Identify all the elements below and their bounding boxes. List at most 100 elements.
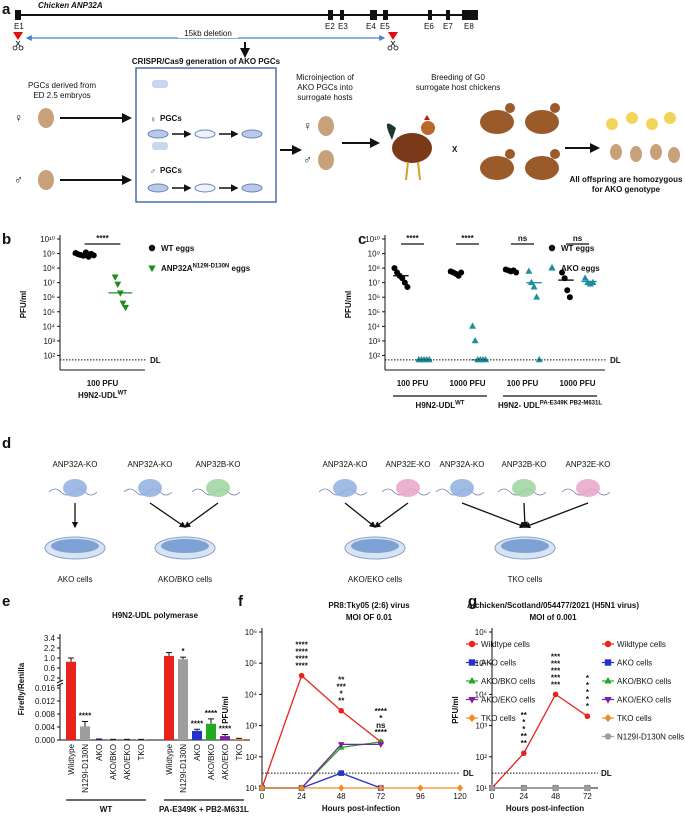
x-tick-label: TKO — [235, 744, 244, 760]
x-tick-label: AKO/BKO — [207, 744, 216, 780]
y-tick-label: 10⁶ — [43, 293, 55, 302]
data-point — [469, 322, 476, 329]
significance-label: * — [181, 647, 185, 656]
cell-label: AKO/EKO cells — [348, 575, 402, 584]
legend-label: AKO eggs — [561, 264, 600, 273]
x-tick-label: 24 — [297, 792, 306, 801]
significance-label: *** — [551, 673, 561, 682]
text-part: H9N2-UDL — [78, 391, 118, 400]
significance-label: **** — [295, 662, 308, 671]
legend-label: ANP32AN129I-D130N eggs — [161, 264, 251, 274]
x-tick-label: AKO — [193, 744, 202, 761]
chart-title: PR8:Tky05 (2:6) virus — [328, 601, 410, 610]
y-tick-label: 10¹⁰ — [40, 235, 55, 244]
data-point — [148, 244, 156, 252]
bar — [94, 739, 104, 740]
chart-subtitle: MOI of 0.001 — [529, 613, 577, 622]
offspring-label: for AKO genotype — [592, 185, 661, 194]
knockout-label: ANP32A-KO — [323, 460, 368, 469]
superscript: WT — [118, 391, 128, 397]
data-point — [584, 713, 591, 720]
panel-label: f — [238, 593, 244, 610]
data-point — [548, 263, 556, 271]
y-tick-label: 10⁶ — [475, 628, 487, 637]
x-axis-label: Hours post-infection — [322, 804, 400, 813]
y-tick-label: 10⁷ — [43, 279, 55, 288]
text-part: TKO cells — [481, 714, 516, 723]
significance-label: *** — [337, 683, 347, 692]
panel-label: c — [358, 231, 366, 248]
significance-label: * — [586, 695, 590, 704]
legend-label: TKO cells — [481, 714, 516, 723]
text-part: N129I-D130N cells — [617, 733, 684, 742]
data-point — [482, 355, 489, 363]
text-part: AKO/BKO cells — [481, 677, 535, 686]
significance-label: **** — [205, 709, 218, 718]
arrow — [183, 502, 219, 528]
knockout-icon — [333, 479, 357, 497]
exon-label: E7 — [443, 22, 453, 31]
knockout-label: ANP32A-KO — [53, 460, 98, 469]
significance-label: ** — [338, 697, 345, 706]
data-point — [468, 713, 476, 723]
data-point — [122, 304, 129, 312]
dish-inner — [161, 539, 209, 553]
data-point — [604, 696, 612, 704]
group-label: H9N2-UDLWT — [416, 401, 465, 411]
legend-label: Wildtype cells — [481, 640, 530, 649]
significance-label: **** — [375, 707, 388, 716]
data-point — [468, 659, 476, 666]
significance-label: * — [340, 690, 344, 699]
y-tick-label: 10³ — [368, 337, 380, 346]
significance-label: **** — [191, 719, 204, 728]
text-part: H9N2- UDL — [498, 401, 540, 410]
legend-label: TKO cells — [617, 714, 652, 723]
dish-inner — [351, 539, 399, 553]
deletion-label: 15kb deletion — [184, 29, 232, 38]
bar — [66, 661, 76, 740]
pgc-label: PGCs — [160, 166, 182, 175]
y-tick-label: 10⁴ — [245, 690, 258, 699]
text-part: WT eggs — [161, 244, 195, 253]
significance-label: **** — [295, 655, 308, 664]
y-tick-label: 0.016 — [35, 684, 56, 693]
legend-label: WT eggs — [561, 244, 595, 253]
y-tick-label: 10⁶ — [368, 293, 380, 302]
bar — [234, 739, 244, 740]
egg — [318, 150, 334, 170]
data-point — [377, 742, 385, 749]
data-point — [404, 284, 411, 291]
group-label: H9N2- UDLPA-E349K PB2-M631L — [498, 401, 602, 411]
x-tick-label: 24 — [519, 792, 528, 801]
x-tick-label: N129I-D130N — [81, 744, 90, 793]
y-tick-label: 0.000 — [35, 736, 56, 745]
data-point — [528, 278, 535, 286]
superscript: N129I-D130N — [193, 264, 230, 270]
y-tick-label: 0.004 — [35, 723, 56, 732]
exon-label: E4 — [366, 22, 376, 31]
data-point — [559, 269, 566, 276]
knockout-label: ANP32E-KO — [386, 460, 431, 469]
y-axis-label: Firefly/Renilla — [17, 662, 26, 715]
chickens — [386, 103, 560, 181]
data-point — [604, 733, 612, 740]
data-point — [604, 640, 612, 648]
data-point — [90, 252, 97, 259]
text-part: AKO cells — [617, 659, 652, 668]
cross-symbol: X — [452, 145, 458, 154]
significance-label: ns — [573, 234, 583, 243]
y-tick-label: 10⁷ — [368, 279, 380, 288]
source-label: PGCs derived from — [28, 81, 96, 90]
y-tick-label: 10⁹ — [368, 250, 380, 259]
data-point — [391, 265, 398, 272]
significance-label: * — [522, 718, 526, 727]
panel-label: b — [2, 231, 11, 248]
step-label: surrogate host chickens — [416, 83, 501, 92]
significance-label: * — [586, 674, 590, 683]
axis-break — [56, 679, 64, 684]
detection-label: DL — [463, 769, 474, 778]
bar — [206, 723, 216, 740]
significance-label: ** — [521, 711, 528, 720]
y-tick-label: 10⁴ — [43, 322, 56, 331]
knockout-label: ANP32B-KO — [502, 460, 547, 469]
